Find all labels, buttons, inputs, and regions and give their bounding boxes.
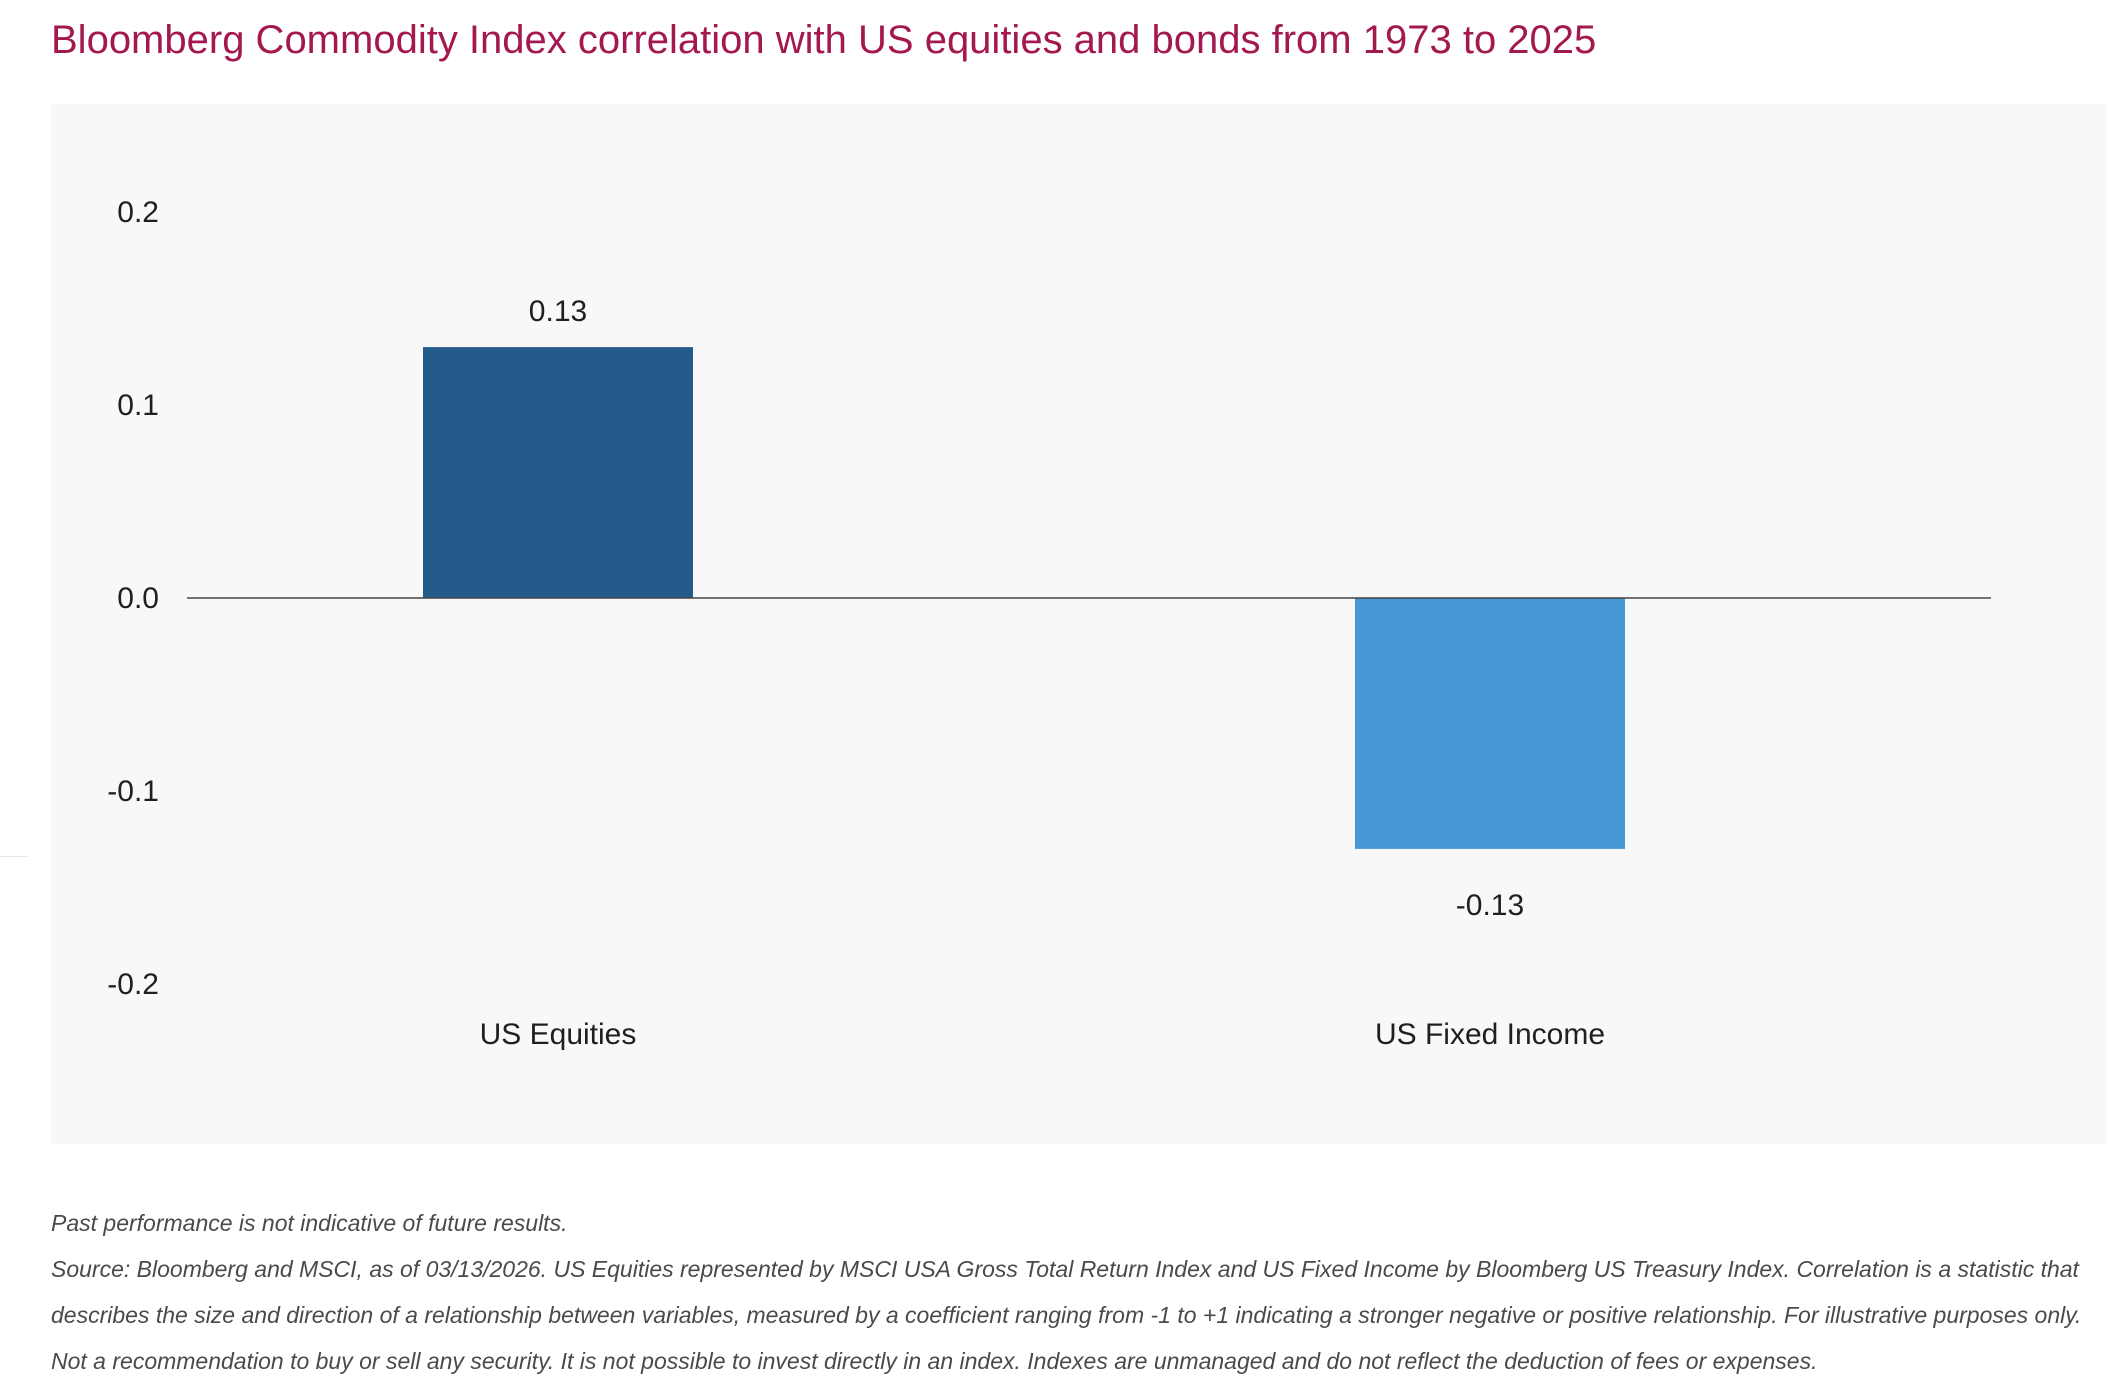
disclaimer-note: Past performance is not indicative of fu…: [51, 1210, 568, 1236]
chart-title: Bloomberg Commodity Index correlation wi…: [51, 18, 1597, 62]
bar-us-fixed-income: [1355, 598, 1625, 849]
source-note: Source: Bloomberg and MSCI, as of 03/13/…: [51, 1256, 2082, 1374]
data-label: 0.13: [529, 295, 587, 328]
edge-divider: [0, 856, 28, 857]
y-tick-label: -0.1: [107, 775, 159, 808]
footnotes: Past performance is not indicative of fu…: [51, 1200, 2091, 1384]
x-category-label: US Equities: [480, 1018, 637, 1051]
data-label: -0.13: [1456, 889, 1524, 922]
y-tick-label: 0.1: [117, 389, 159, 422]
bar-chart: 0.2 0.1 0.0 -0.1 -0.2 0.13 US Equities -0.13 US …: [107, 196, 1991, 1051]
bar-us-equities: [423, 347, 693, 598]
x-category-label: US Fixed Income: [1375, 1018, 1605, 1051]
y-tick-label: -0.2: [107, 968, 159, 1001]
y-tick-label: 0.0: [117, 582, 159, 615]
y-tick-label: 0.2: [117, 196, 159, 229]
chart-panel: 0.2 0.1 0.0 -0.1 -0.2 0.13 US Equities -0.13 US …: [51, 104, 2106, 1144]
